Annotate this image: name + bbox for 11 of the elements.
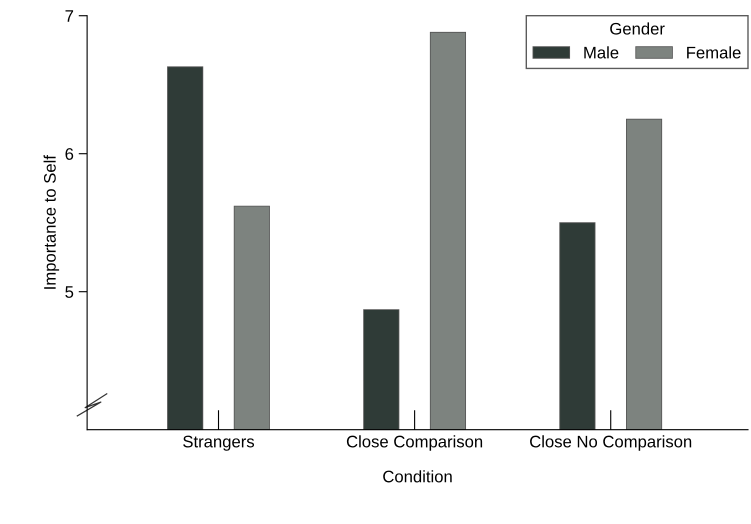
legend-title: Gender xyxy=(610,22,665,35)
y-tick-label: 5 xyxy=(65,286,74,298)
x-tick-label: Strangers xyxy=(183,436,254,451)
x-axis-title: Condition xyxy=(383,470,452,482)
y-tick-label: 7 xyxy=(66,10,74,22)
legend-label: Female xyxy=(687,46,741,58)
y-tick-label: 6 xyxy=(66,148,74,160)
x-tick-label: Close Comparison xyxy=(346,435,482,451)
y-axis-title: Importance to Self xyxy=(44,155,60,289)
legend-label: Male xyxy=(584,46,618,58)
x-tick-label: Close No Comparison xyxy=(530,435,692,451)
